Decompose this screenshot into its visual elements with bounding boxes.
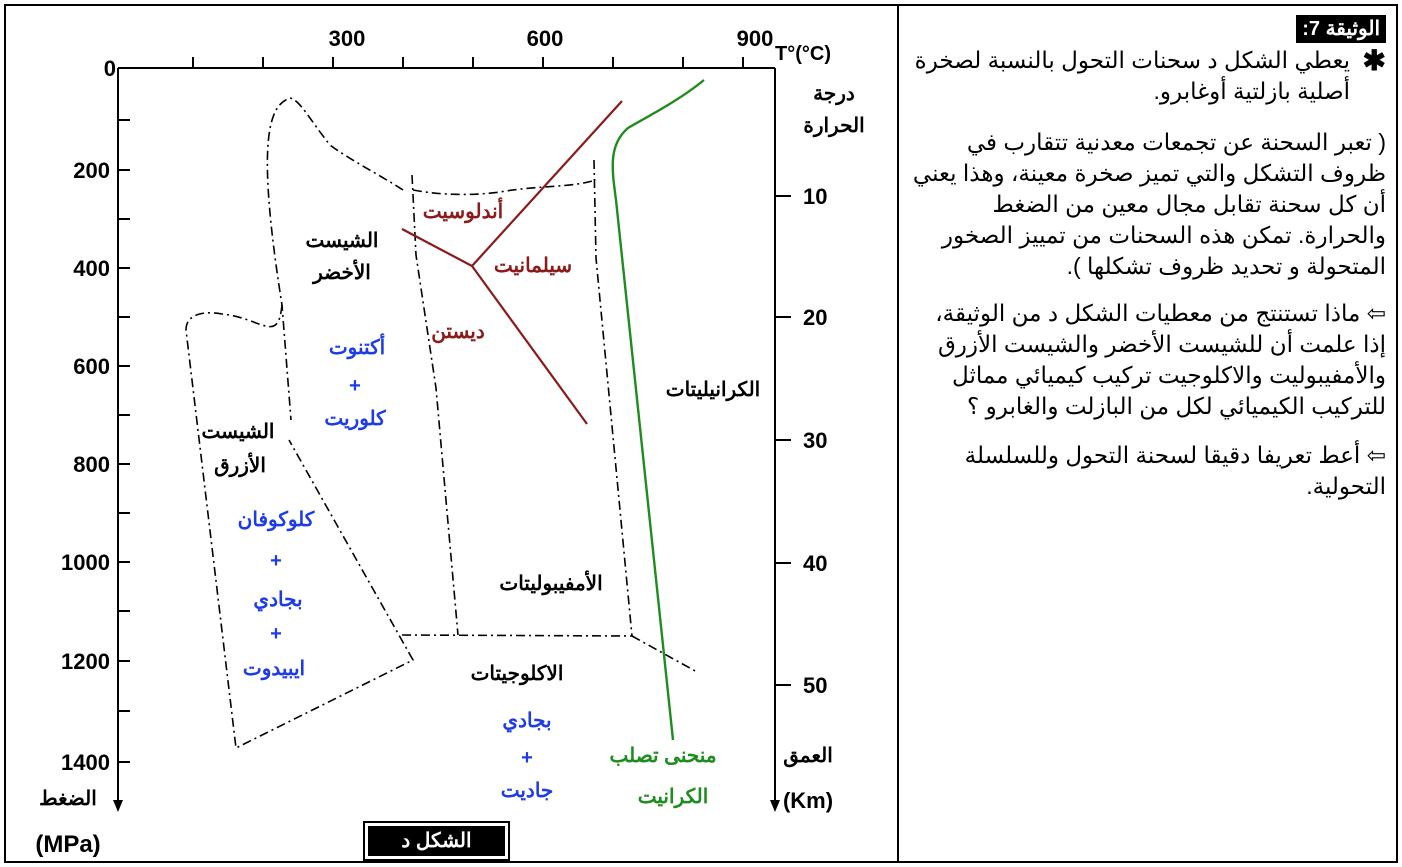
eclogite-jadeite-label: بجادي bbox=[502, 710, 551, 733]
kyanite-label: ديستن bbox=[431, 321, 485, 344]
intro-paragraph: ✱ يعطي الشكل د سحنات التحول بالنسبة لصخر… bbox=[906, 45, 1386, 107]
pressure-tick-200: 200 bbox=[73, 158, 110, 183]
epidote-label: ايبيدوت bbox=[243, 658, 305, 681]
document-title: الوثيقة 7: bbox=[1296, 15, 1386, 43]
granite-curve-label-1: منحنى تصلب bbox=[609, 745, 716, 767]
chlorite-label: كلوريت bbox=[324, 408, 386, 431]
blue-plus-label-2: + bbox=[270, 623, 282, 645]
jadeite-blue-label: بجادي bbox=[253, 589, 302, 612]
intro-text: يعطي الشكل د سحنات التحول بالنسبة لصخرة … bbox=[914, 47, 1350, 104]
granite-solidus-curve bbox=[611, 79, 705, 741]
question-2: ⇦ أعط تعريفا دقيقا لسحنة التحول وللسلسلة… bbox=[906, 440, 1386, 502]
temp-tick-300: 300 bbox=[329, 26, 366, 51]
pressure-tick-0: 0 bbox=[104, 56, 116, 81]
amphibolite-upper-boundary bbox=[412, 179, 597, 196]
green-schist-label-1: الشيست bbox=[305, 230, 378, 252]
depth-tick-50: 50 bbox=[803, 673, 827, 698]
sillimanite-label: سيلمانيت bbox=[494, 255, 572, 277]
depth-label: العمق bbox=[783, 745, 833, 768]
depth-tick-10: 10 bbox=[803, 184, 827, 209]
granulite-left-boundary bbox=[593, 159, 633, 637]
pressure-tick-1200: 1200 bbox=[61, 649, 110, 674]
depth-unit: (Km) bbox=[783, 788, 833, 813]
blue-plus-label-1: + bbox=[270, 550, 282, 572]
green-schist-boundary bbox=[266, 97, 404, 421]
actinolite-label: أكتنوت bbox=[329, 333, 385, 360]
temperature-ticks bbox=[192, 57, 744, 68]
glaucophane-label: كلوكوفان bbox=[238, 509, 315, 532]
andalusite-sillimanite-line bbox=[471, 100, 623, 267]
column-divider bbox=[897, 4, 899, 863]
green-plus-label: + bbox=[349, 375, 361, 397]
temperature-label-line1: درجة bbox=[813, 83, 855, 106]
depth-axis-arrow bbox=[770, 800, 780, 812]
depth-ticks bbox=[775, 195, 791, 686]
depth-tick-40: 40 bbox=[803, 551, 827, 576]
page-frame bbox=[4, 4, 1398, 863]
amphibolite-left-boundary bbox=[411, 174, 459, 636]
temp-tick-900: 900 bbox=[737, 26, 774, 51]
amphibolite-label: الأمفيبوليتات bbox=[499, 570, 602, 596]
depth-tick-30: 30 bbox=[803, 428, 827, 453]
temp-tick-600: 600 bbox=[527, 26, 564, 51]
blue-schist-boundary bbox=[185, 304, 415, 750]
question-1-text: ماذا تستنتج من معطيات الشكل د من الوثيقة… bbox=[935, 300, 1386, 419]
pressure-axis-arrow bbox=[113, 800, 123, 812]
metamorphic-facies-diagram: 300 600 900 0 200 400 600 800 1000 1200 … bbox=[35, 26, 864, 858]
pressure-label: الضغط bbox=[39, 788, 97, 810]
eclogite-plus-label: + bbox=[521, 747, 533, 769]
andalusite-label: أندلوسيت bbox=[423, 197, 503, 224]
pressure-tick-600: 600 bbox=[73, 354, 110, 379]
blue-schist-label-2: الأزرق bbox=[214, 452, 266, 478]
definition-paragraph: ( تعبر السحنة عن تجمعات معدنية تتقارب في… bbox=[912, 129, 1386, 279]
pressure-unit: (MPa) bbox=[35, 831, 100, 858]
pressure-tick-1400: 1400 bbox=[61, 750, 110, 775]
document-panel: الوثيقة 7: ✱ يعطي الشكل د سحنات التحول ب… bbox=[906, 12, 1386, 502]
question-2-text: أعط تعريفا دقيقا لسحنة التحول وللسلسلة ا… bbox=[964, 442, 1386, 499]
arrow-icon: ⇦ bbox=[1366, 300, 1386, 326]
granulite-eclogite-boundary bbox=[631, 635, 698, 673]
green-schist-label-2: الأخضر bbox=[311, 259, 371, 285]
temperature-label-line2: الحرارة bbox=[803, 115, 864, 138]
eclogite-upper-boundary bbox=[401, 634, 633, 637]
depth-tick-20: 20 bbox=[803, 305, 827, 330]
granulite-label: الكرانيليتات bbox=[666, 379, 761, 402]
pressure-tick-800: 800 bbox=[73, 452, 110, 477]
eclogite-label: الاكلوجيتات bbox=[471, 663, 564, 686]
andalusite-kyanite-line bbox=[401, 228, 473, 267]
arrow-icon: ⇦ bbox=[1366, 442, 1386, 468]
pressure-tick-1000: 1000 bbox=[61, 550, 110, 575]
eclogite-jadeite2-label: جاديت bbox=[501, 780, 554, 802]
figure-label-box: الشكل د bbox=[363, 821, 510, 861]
granite-curve-label-2: الكرانيت bbox=[638, 786, 709, 809]
pressure-ticks bbox=[118, 119, 130, 763]
blue-schist-label-1: الشيست bbox=[201, 421, 274, 443]
kyanite-sillimanite-line bbox=[471, 265, 588, 425]
question-1: ⇦ ماذا تستنتج من معطيات الشكل د من الوثي… bbox=[906, 298, 1386, 422]
pressure-tick-400: 400 bbox=[73, 256, 110, 281]
temperature-unit: T°(°C) bbox=[775, 43, 831, 65]
star-icon: ✱ bbox=[1362, 45, 1386, 76]
figure-label: الشكل د bbox=[368, 826, 505, 856]
